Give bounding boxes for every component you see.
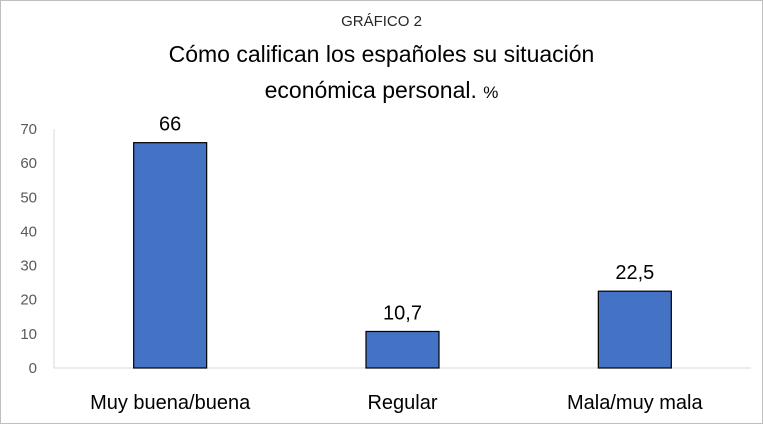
chart-title-line1: Cómo califican los españoles su situació… [168,41,595,67]
category-label: Regular [367,392,437,414]
y-tick-label: 20 [20,292,37,309]
y-tick-label: 0 [29,360,37,377]
chart-supertitle: GRÁFICO 2 [341,13,422,30]
y-tick-label: 50 [20,189,37,206]
y-tick-label: 40 [20,223,37,240]
chart-title-unit: % [483,83,499,102]
chart-title-line2: económica personal. % [1,77,762,104]
y-tick-label: 70 [20,121,37,138]
category-label: Mala/muy mala [567,392,703,414]
data-label: 10,7 [383,302,422,324]
bar [597,290,672,369]
bar [133,142,208,369]
bar [365,330,440,369]
y-tick-label: 60 [20,155,37,172]
y-tick-label: 30 [20,258,37,275]
y-tick-label: 10 [20,326,37,343]
chart-title-line2-text: económica personal. [264,77,477,103]
data-label: 22,5 [615,262,654,284]
category-label: Muy buena/buena [90,392,251,414]
data-label: 66 [159,114,181,136]
